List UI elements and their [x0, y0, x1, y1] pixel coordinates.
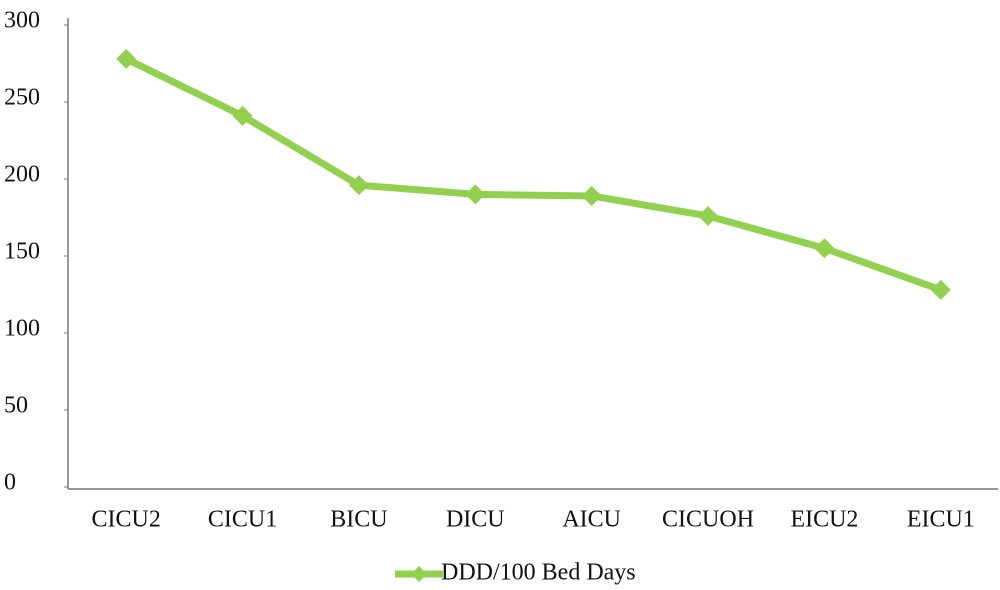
x-tick-label: EICU1	[907, 507, 975, 533]
legend-marker	[411, 566, 427, 582]
y-tick-label: 300	[4, 8, 40, 34]
x-tick-label: AICU	[562, 507, 621, 533]
y-tick-label: 50	[4, 393, 28, 419]
x-tick-label: EICU2	[790, 507, 858, 533]
y-tick-label: 0	[4, 470, 16, 496]
y-tick-label: 250	[4, 85, 40, 111]
y-tick-label: 100	[4, 316, 40, 342]
x-tick-label: DICU	[446, 507, 505, 533]
marker	[232, 105, 253, 126]
marker	[814, 238, 835, 259]
marker	[698, 205, 719, 226]
y-tick-label: 200	[4, 162, 40, 188]
x-tick-label: CICU2	[92, 507, 161, 533]
marker	[465, 184, 486, 205]
legend-label: DDD/100 Bed Days	[441, 560, 636, 586]
y-tick-label: 150	[4, 239, 40, 265]
marker	[116, 48, 137, 69]
marker	[930, 279, 951, 300]
line	[124, 55, 942, 294]
x-tick-label: CICUOH	[662, 507, 754, 533]
marker	[348, 175, 369, 196]
x-tick-label: CICU1	[208, 507, 277, 533]
marker	[581, 185, 602, 206]
x-tick-label: BICU	[330, 507, 387, 533]
